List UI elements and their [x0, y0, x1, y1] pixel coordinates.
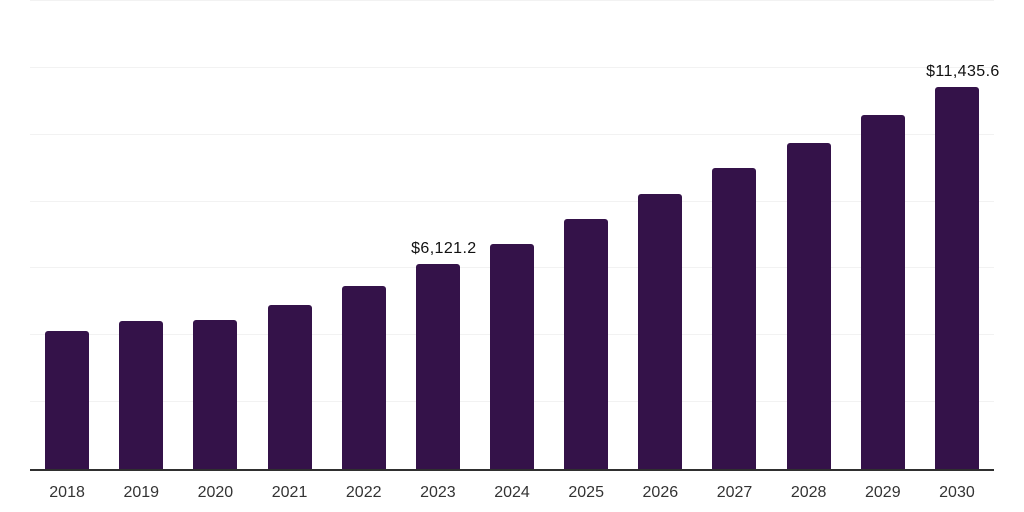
- x-tick-label-2030: 2030: [939, 484, 975, 501]
- x-tick-label-2028: 2028: [790, 484, 827, 501]
- gridline-8000: [30, 200, 994, 202]
- x-tick-label-2029: 2029: [865, 484, 901, 501]
- x-tick-label-2025: 2025: [568, 484, 604, 501]
- gridline-14000: [30, 0, 994, 1]
- value-label-2023: $6,121.2: [411, 240, 477, 258]
- bar-2018: [45, 331, 90, 469]
- x-tick-label-2018: 2018: [49, 484, 85, 501]
- gridline-12000: [30, 66, 994, 68]
- gridline-10000: [30, 133, 994, 135]
- x-tick-label-2023: 2023: [420, 484, 456, 501]
- bar-2030: [934, 86, 979, 469]
- x-tick-label-2021: 2021: [271, 484, 308, 501]
- bar-2022: [341, 285, 386, 469]
- x-axis-labels: 2018 2019 2020 2021 2022 2023 2024 2025 2026 2027…: [30, 484, 994, 502]
- x-tick-label-2024: 2024: [494, 484, 530, 501]
- plot-area: $6,121.2 $11,435.6: [30, 0, 999, 469]
- x-tick-label-2019: 2019: [123, 484, 160, 501]
- bar-2024: [490, 244, 534, 469]
- bar-2021: [267, 304, 312, 469]
- x-tick-label-2027: 2027: [716, 484, 753, 501]
- x-tick-label-2026: 2026: [642, 484, 679, 501]
- bar-2029: [860, 114, 905, 469]
- bar-2027: [712, 168, 757, 469]
- bar-2028: [786, 142, 831, 469]
- x-axis-line: [30, 469, 994, 471]
- bar-2020: [193, 319, 238, 469]
- value-label-2030: $11,435.6: [926, 62, 1000, 80]
- bar-2025: [564, 219, 609, 469]
- bar-2026: [638, 193, 683, 469]
- bar-2019: [119, 320, 164, 469]
- x-tick-label-2022: 2022: [345, 484, 382, 501]
- x-tick-label-2020: 2020: [197, 484, 234, 501]
- bar-2023: [415, 264, 460, 469]
